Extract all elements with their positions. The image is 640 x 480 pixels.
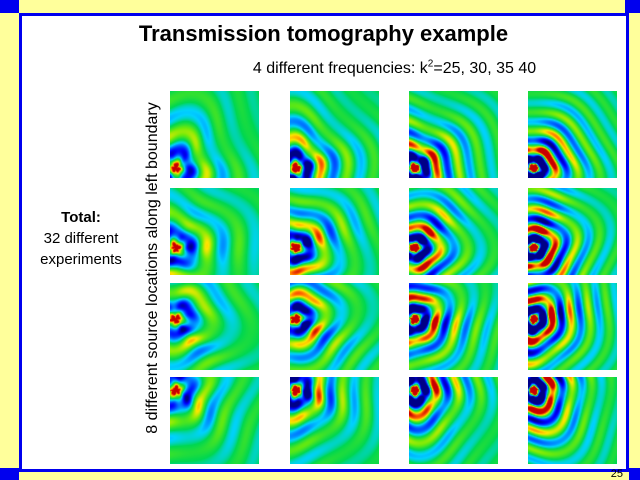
page-number: 25	[610, 468, 623, 480]
corner-accent-top-left	[0, 0, 19, 13]
total-note-line2: 32 different	[43, 230, 119, 247]
corner-accent-bottom-left	[0, 468, 19, 480]
total-note: Total: 32 different experiments	[25, 207, 137, 270]
corner-accent-top-right	[625, 0, 640, 13]
total-note-line3: experiments	[40, 251, 122, 268]
column-axis-label-suffix: =25, 30, 35 40	[433, 60, 537, 77]
column-axis-label: 4 different frequencies: k2=25, 30, 35 4…	[170, 58, 619, 78]
row-axis-label: 8 different source locations along left …	[144, 102, 161, 434]
column-axis-label-superscript: 2	[427, 58, 434, 70]
column-axis-label-prefix: 4 different frequencies: k	[252, 60, 428, 77]
slide-title: Transmission tomography example	[138, 21, 509, 46]
corner-accent-bottom-right	[629, 468, 640, 480]
total-note-heading: Total:	[61, 209, 101, 226]
